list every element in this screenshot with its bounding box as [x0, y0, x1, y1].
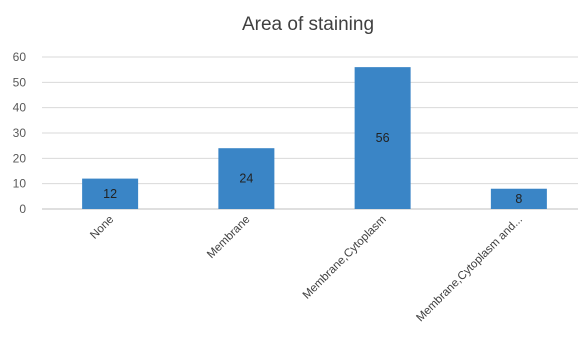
x-tick-label: Membrane,Cytoplasm and... — [414, 214, 525, 325]
data-labels: 12 24 56 8 — [103, 131, 522, 206]
data-label: 24 — [239, 172, 253, 186]
data-label: 56 — [376, 131, 390, 145]
y-tick-label: 40 — [13, 101, 27, 115]
data-label: 12 — [103, 187, 117, 201]
y-tick-label: 60 — [13, 50, 27, 64]
y-tick-label: 0 — [19, 202, 26, 216]
bar — [82, 178, 139, 209]
y-tick-label: 20 — [13, 151, 27, 165]
bars — [82, 67, 547, 209]
y-axis-ticks: 0 10 20 30 40 50 60 — [13, 50, 27, 216]
y-tick-label: 50 — [13, 75, 27, 89]
bar — [490, 188, 547, 209]
y-tick-label: 30 — [13, 126, 27, 140]
y-tick-label: 10 — [13, 177, 27, 191]
bar — [354, 67, 411, 209]
chart-title: Area of staining — [242, 14, 374, 35]
x-tick-label: Membrane — [205, 214, 252, 261]
bar — [218, 148, 275, 209]
data-label: 8 — [515, 192, 522, 206]
x-axis-ticks: None Membrane Membrane,Cytoplasm Membrane,C… — [88, 214, 525, 325]
x-tick-label: None — [88, 214, 116, 242]
x-tick-label: Membrane,Cytoplasm — [301, 214, 389, 302]
